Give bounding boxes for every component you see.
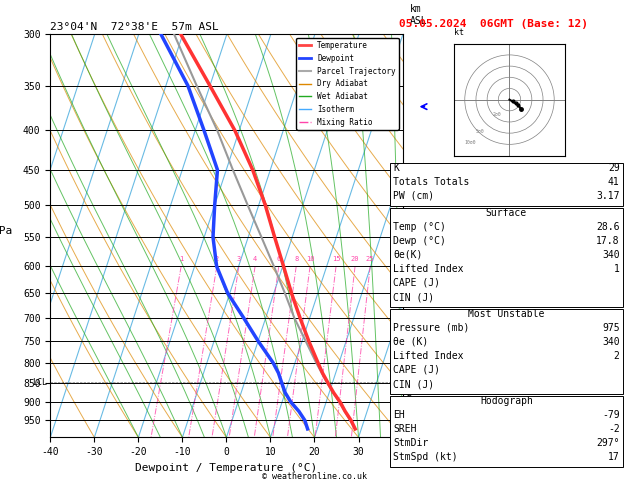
Text: Dewp (°C): Dewp (°C) (393, 236, 446, 246)
Text: 29: 29 (608, 163, 620, 173)
Text: 05.05.2024  06GMT (Base: 12): 05.05.2024 06GMT (Base: 12) (399, 19, 588, 30)
Text: 23°04'N  72°38'E  57m ASL: 23°04'N 72°38'E 57m ASL (50, 22, 219, 32)
Text: LCL: LCL (32, 378, 47, 387)
Text: 340: 340 (602, 337, 620, 347)
Text: 10: 10 (306, 256, 314, 262)
Text: kt: kt (454, 28, 464, 37)
Text: StmSpd (kt): StmSpd (kt) (393, 452, 458, 462)
Text: 1: 1 (179, 256, 183, 262)
Text: 25: 25 (366, 256, 374, 262)
Text: 5: 5 (406, 289, 411, 298)
Text: CIN (J): CIN (J) (393, 292, 434, 302)
Text: SREH: SREH (393, 424, 416, 434)
Text: -2: -2 (608, 424, 620, 434)
Text: 2: 2 (214, 256, 219, 262)
Text: Hodograph: Hodograph (480, 396, 533, 406)
Text: 1: 1 (614, 264, 620, 274)
Text: 41: 41 (608, 177, 620, 187)
Text: © weatheronline.co.uk: © weatheronline.co.uk (262, 472, 367, 481)
Text: 7: 7 (406, 224, 411, 232)
Text: Lifted Index: Lifted Index (393, 264, 464, 274)
Text: Most Unstable: Most Unstable (468, 309, 545, 319)
Legend: Temperature, Dewpoint, Parcel Trajectory, Dry Adiabat, Wet Adiabat, Isotherm, Mi: Temperature, Dewpoint, Parcel Trajectory… (296, 38, 399, 130)
Text: Lifted Index: Lifted Index (393, 351, 464, 361)
Text: 975: 975 (602, 323, 620, 333)
Text: 1: 1 (406, 425, 411, 434)
Text: 3.17: 3.17 (596, 191, 620, 201)
Text: 8: 8 (294, 256, 298, 262)
Text: CIN (J): CIN (J) (393, 379, 434, 389)
Text: Pressure (mb): Pressure (mb) (393, 323, 469, 333)
Text: θe (K): θe (K) (393, 337, 428, 347)
Text: Temp (°C): Temp (°C) (393, 222, 446, 232)
Text: 4: 4 (406, 323, 411, 332)
Text: 8: 8 (406, 191, 411, 200)
Text: 3: 3 (406, 356, 411, 365)
Text: θe(K): θe(K) (393, 250, 423, 260)
Text: 15: 15 (331, 256, 340, 262)
Text: StmDir: StmDir (393, 438, 428, 448)
Text: 3: 3 (237, 256, 241, 262)
Text: PW (cm): PW (cm) (393, 191, 434, 201)
Text: CAPE (J): CAPE (J) (393, 278, 440, 288)
Text: 4: 4 (253, 256, 257, 262)
Text: 2: 2 (406, 389, 411, 398)
Text: EH: EH (393, 410, 405, 420)
Text: 2: 2 (614, 351, 620, 361)
Text: 340: 340 (602, 250, 620, 260)
Text: 6: 6 (277, 256, 281, 262)
Text: 10σ0: 10σ0 (465, 140, 476, 145)
Text: 17: 17 (608, 452, 620, 462)
Text: 20: 20 (351, 256, 359, 262)
Text: 2σ0: 2σ0 (493, 112, 501, 118)
Text: km
ASL: km ASL (409, 4, 427, 26)
Text: 28.6: 28.6 (596, 222, 620, 232)
Text: -79: -79 (602, 410, 620, 420)
Text: 297°: 297° (596, 438, 620, 448)
Text: 6: 6 (406, 256, 411, 265)
Text: Surface: Surface (486, 208, 527, 218)
Text: 17.8: 17.8 (596, 236, 620, 246)
Text: K: K (393, 163, 399, 173)
Text: Totals Totals: Totals Totals (393, 177, 469, 187)
Y-axis label: hPa: hPa (0, 226, 12, 236)
Text: 5σ0: 5σ0 (476, 129, 484, 134)
X-axis label: Dewpoint / Temperature (°C): Dewpoint / Temperature (°C) (135, 463, 318, 473)
Text: CAPE (J): CAPE (J) (393, 365, 440, 375)
